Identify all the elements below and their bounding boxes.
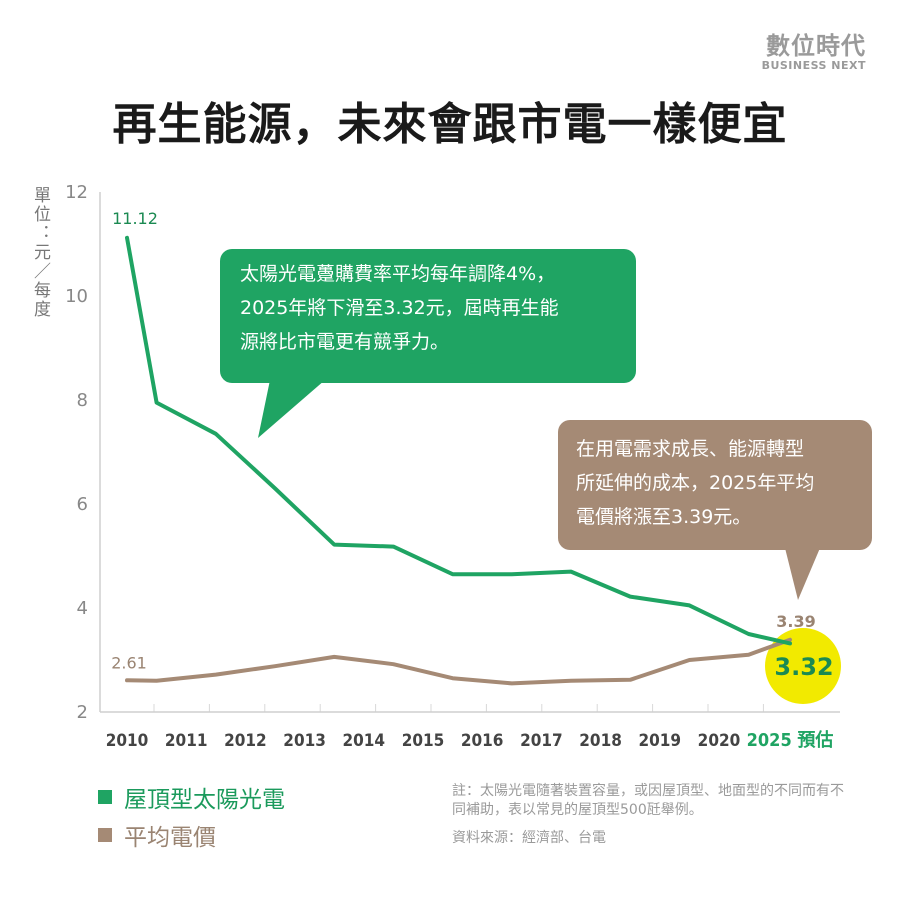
x-tick-label: 2017 — [520, 731, 563, 751]
brand-name: 數位時代 — [766, 32, 866, 60]
price-callout-line: 電價將漲至3.39元。 — [576, 506, 752, 528]
data-label: 3.39 — [776, 612, 815, 631]
footnote: 註：太陽光電隨著裝置容量，或因屋頂型、地面型的不同而有不同補助，表以常見的屋頂型… — [452, 783, 844, 818]
solar-callout-line: 2025年將下滑至3.32元，屆時再生能 — [240, 297, 559, 319]
solar-callout-line: 太陽光電躉購費率平均每年調降4%， — [240, 263, 556, 285]
legend-item-solar: 屋頂型太陽光電 — [98, 780, 285, 814]
solar-callout: 太陽光電躉購費率平均每年調降4%， 2025年將下滑至3.32元，屆時再生能 源… — [220, 249, 636, 383]
y-tick-label: 4 — [77, 598, 88, 619]
solar-series-line — [125, 235, 792, 646]
source-note: 資料來源：經濟部、台電 — [452, 830, 606, 846]
price-callout-line: 在用電需求成長、能源轉型 — [576, 438, 805, 460]
solar-callout-pointer — [258, 380, 325, 438]
brand-logo: 數位時代 BUSINESS NEXT — [762, 34, 866, 71]
data-label: 3.32 — [774, 653, 833, 681]
y-tick-label: 12 — [65, 182, 88, 203]
x-tick-label: 2019 — [638, 731, 681, 751]
legend-label-solar: 屋頂型太陽光電 — [124, 787, 285, 813]
price-series-line — [125, 637, 792, 686]
brand-sub: BUSINESS NEXT — [761, 59, 866, 72]
x-tick-label: 2025 預估 — [747, 729, 834, 751]
x-tick-label: 2016 — [461, 731, 504, 751]
legend-swatch-solar — [98, 790, 112, 804]
chart-title: 再生能源，未來會跟市電一樣便宜 — [112, 99, 788, 150]
price-callout: 在用電需求成長、能源轉型 所延伸的成本，2025年平均 電價將漲至3.39元。 — [558, 420, 872, 550]
data-label: 2.61 — [111, 653, 147, 672]
price-callout-pointer — [785, 548, 820, 600]
legend-item-price: 平均電價 — [98, 818, 216, 852]
y-tick-label: 10 — [65, 286, 88, 307]
x-tick-label: 2013 — [283, 731, 326, 751]
x-tick-label: 2011 — [165, 731, 208, 751]
legend-label-price: 平均電價 — [124, 825, 216, 851]
x-tick-label: 2018 — [579, 731, 622, 751]
x-tick-label: 2010 — [106, 731, 149, 751]
highlight-circle — [765, 628, 841, 704]
data-label: 11.12 — [112, 209, 158, 228]
legend-swatch-price — [98, 828, 112, 842]
y-tick-label: 2 — [77, 702, 88, 723]
y-tick-label: 8 — [77, 390, 88, 411]
x-tick-label: 2014 — [342, 731, 385, 751]
unit-label: 單位：元／每度 — [30, 186, 50, 319]
x-tick-label: 2015 — [402, 731, 445, 751]
solar-callout-line: 源將比市電更有競爭力。 — [240, 331, 450, 353]
x-tick-label: 2012 — [224, 731, 267, 751]
price-callout-line: 所延伸的成本，2025年平均 — [576, 472, 815, 494]
x-tick-label: 2020 — [698, 731, 741, 751]
y-tick-label: 6 — [77, 494, 88, 515]
